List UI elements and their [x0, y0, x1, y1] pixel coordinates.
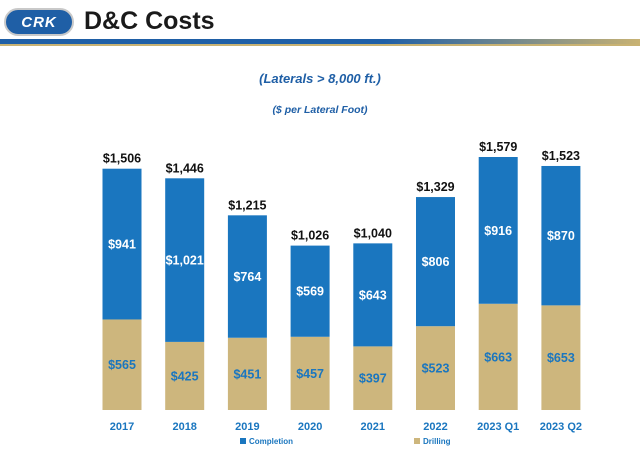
legend-label-completion: Completion	[249, 437, 293, 446]
x-tick-label-7: 2023 Q2	[540, 421, 582, 433]
page-title: D&C Costs	[84, 7, 215, 35]
label-total-2: $1,215	[228, 198, 266, 212]
label-total-0: $1,506	[103, 152, 141, 166]
legend-swatch-drilling	[414, 438, 420, 444]
label-drilling-0: $565	[108, 358, 136, 372]
label-total-4: $1,040	[354, 226, 392, 240]
bar-drilling-2	[227, 337, 267, 410]
label-drilling-5: $523	[422, 362, 450, 376]
x-tick-label-5: 2022	[423, 421, 447, 433]
label-completion-6: $916	[484, 224, 512, 238]
legend-swatch-completion	[240, 438, 246, 444]
bar-completion-7	[541, 165, 581, 306]
header-divider	[0, 39, 640, 44]
label-total-3: $1,026	[291, 229, 329, 243]
x-tick-label-4: 2021	[361, 421, 385, 433]
legend-label-drilling: Drilling	[423, 437, 451, 446]
bar-completion-1	[165, 178, 205, 342]
x-tick-label-1: 2018	[172, 421, 196, 433]
label-completion-1: $1,021	[166, 254, 204, 268]
label-completion-4: $643	[359, 288, 387, 302]
label-completion-7: $870	[547, 229, 575, 243]
label-drilling-3: $457	[296, 367, 324, 381]
x-tick-label-3: 2020	[298, 421, 322, 433]
label-drilling-2: $451	[233, 367, 261, 381]
bar-completion-2	[227, 215, 267, 338]
x-tick-label-6: 2023 Q1	[477, 421, 519, 433]
company-logo: CRK	[4, 8, 74, 36]
label-completion-0: $941	[108, 238, 136, 252]
label-total-7: $1,523	[542, 149, 580, 163]
bar-completion-3	[290, 245, 330, 337]
label-drilling-1: $425	[171, 369, 199, 383]
x-tick-label-0: 2017	[110, 421, 134, 433]
bar-drilling-1	[165, 341, 205, 410]
bar-drilling-3	[290, 336, 330, 410]
bar-drilling-0	[102, 319, 142, 410]
bar-drilling-4	[353, 346, 393, 410]
chart-title: (Laterals > 8,000 ft.)	[259, 71, 381, 86]
bar-drilling-5	[416, 326, 455, 410]
bar-completion-4	[353, 243, 393, 347]
label-drilling-6: $663	[484, 350, 512, 364]
logo-text: CRK	[21, 13, 57, 31]
bar-completion-0	[102, 168, 142, 320]
bar-completion-5	[416, 197, 455, 327]
bar-completion-6	[478, 157, 518, 304]
bar-drilling-6	[478, 303, 518, 410]
slide-header: CRK D&C Costs	[0, 0, 640, 46]
label-drilling-7: $653	[547, 351, 575, 365]
label-completion-2: $764	[233, 270, 261, 284]
header-divider-accent	[0, 44, 640, 46]
x-tick-label-2: 2019	[235, 421, 259, 433]
label-total-6: $1,579	[479, 140, 517, 154]
label-total-1: $1,446	[166, 161, 204, 175]
chart-subtitle: ($ per Lateral Foot)	[272, 104, 368, 116]
label-drilling-4: $397	[359, 372, 387, 386]
label-completion-3: $569	[296, 285, 324, 299]
bar-drilling-7	[541, 305, 581, 410]
label-completion-5: $806	[422, 255, 450, 269]
label-total-5: $1,329	[416, 180, 454, 194]
